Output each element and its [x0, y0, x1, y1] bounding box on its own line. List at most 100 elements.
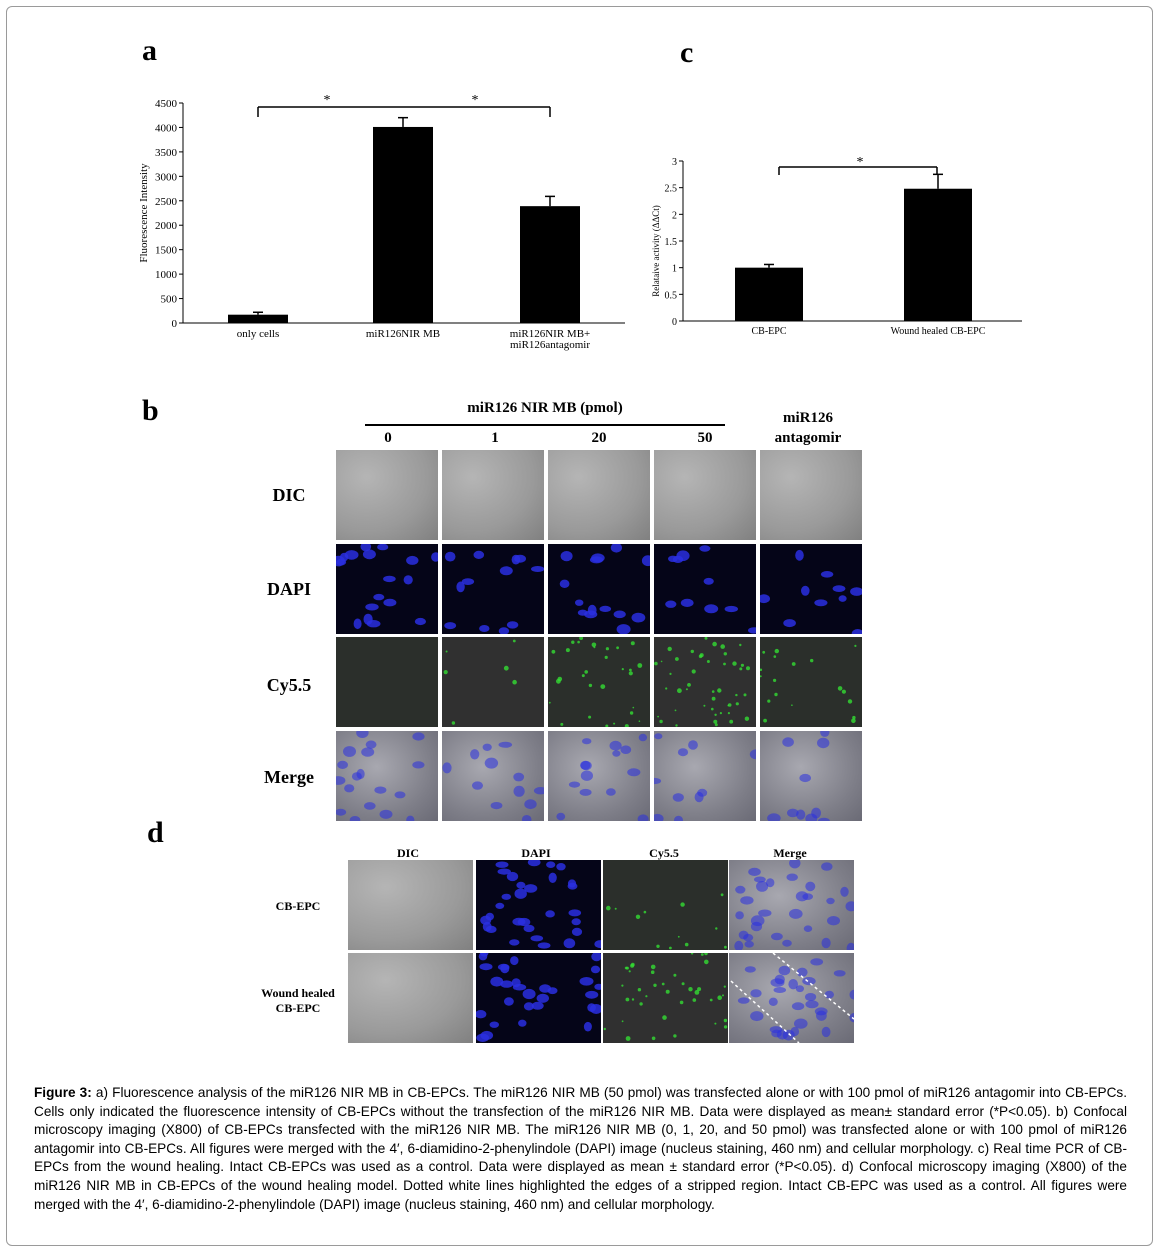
cy5-signal: [852, 715, 856, 720]
bar: [735, 267, 803, 321]
y-tick-label: 3000: [155, 171, 178, 183]
nucleus: [366, 620, 381, 628]
nucleus: [522, 988, 536, 1000]
cy5-signal: [637, 988, 642, 992]
caption-label: Figure 3:: [34, 1085, 92, 1100]
cy5-signal: [616, 646, 619, 650]
nucleus: [504, 997, 514, 1006]
tile-d-merge-0-content: [734, 860, 854, 950]
tile-b-dic-1: [442, 450, 544, 540]
panel-d-row-wound-healed: Wound healed CB-EPC: [246, 986, 350, 1016]
nucleus: [510, 956, 519, 966]
nucleus: [694, 791, 704, 803]
nucleus: [537, 942, 551, 949]
cy5-signal: [624, 724, 629, 727]
panel-b-col-20: 20: [591, 430, 607, 446]
cy5-signal: [735, 702, 739, 706]
tile-d-dic-1: [348, 953, 473, 1043]
cy5-signal: [548, 701, 551, 704]
x-tick-label: only cells: [237, 328, 279, 340]
cy5-signal: [665, 687, 668, 690]
nucleus: [377, 544, 389, 551]
nucleus: [365, 740, 377, 749]
panel-b-col-0: 0: [384, 430, 392, 446]
x-tick-label: Wound healed CB-EPC: [891, 326, 986, 337]
nucleus: [579, 788, 592, 796]
cy5-signal: [660, 660, 663, 663]
nucleus: [724, 605, 738, 613]
cy5-signal: [791, 704, 793, 706]
nucleus: [489, 1021, 499, 1028]
nucleus: [740, 896, 754, 905]
nucleus: [606, 788, 616, 796]
y-tick-label: 2500: [155, 196, 178, 208]
cy5-signal: [604, 655, 608, 659]
cy5-signal: [581, 674, 585, 678]
wound-row-line1: Wound healed: [261, 986, 335, 1000]
nucleus: [513, 772, 525, 782]
antagomir-header-line1: miR126: [783, 410, 833, 426]
nucleus: [349, 816, 361, 821]
cy5-signal: [717, 688, 722, 693]
cy5-signal: [732, 661, 737, 666]
nucleus: [501, 893, 512, 900]
tile-b-merge-0: [336, 731, 438, 821]
nucleus: [750, 1011, 764, 1022]
nucleus: [431, 552, 438, 562]
nucleus: [563, 938, 576, 949]
cy5-signal: [735, 693, 738, 697]
nucleus: [591, 953, 601, 962]
nucleus: [523, 924, 535, 933]
nucleus: [516, 881, 526, 889]
nucleus: [514, 554, 526, 563]
nucleus: [548, 872, 557, 883]
cy5-signal: [650, 964, 656, 970]
cy5-signal: [703, 704, 706, 707]
nucleus: [796, 967, 808, 977]
nucleus: [374, 786, 387, 794]
nucleus: [484, 757, 499, 769]
nucleus: [638, 733, 648, 742]
cy5-signal: [685, 688, 688, 691]
y-tick-label: 4000: [155, 122, 178, 134]
nucleus: [517, 917, 531, 927]
nucleus: [461, 578, 475, 585]
tile-b-dapi-0-content: [336, 544, 438, 630]
nucleus: [840, 886, 849, 897]
nucleus: [337, 760, 348, 769]
cy5-signal: [681, 982, 685, 986]
nucleus: [514, 888, 527, 899]
cy5-signal: [654, 661, 658, 666]
cy5-signal: [690, 953, 694, 955]
nucleus: [344, 784, 355, 793]
nucleus: [610, 544, 622, 553]
nucleus: [795, 985, 804, 993]
nucleus: [373, 593, 385, 601]
nucleus: [838, 595, 847, 602]
nucleus: [778, 965, 791, 976]
panel-b-group-header: miR126 NIR MB (pmol): [365, 400, 725, 426]
nucleus: [832, 585, 846, 592]
cy5-signal: [704, 959, 709, 965]
y-tick-label: 1000: [155, 269, 178, 281]
nucleus: [353, 618, 362, 630]
cy5-signal: [630, 963, 635, 968]
nucleus: [743, 933, 754, 942]
nucleus: [545, 910, 555, 918]
nucleus: [530, 935, 544, 942]
nucleus: [518, 1019, 527, 1027]
cy5-signal: [659, 719, 663, 724]
cy5-signal: [711, 690, 715, 693]
nucleus: [527, 860, 541, 867]
cy5-signal: [677, 688, 682, 694]
tile-d-dapi-1-content: [476, 953, 601, 1042]
cy5-signal: [715, 927, 718, 930]
nucleus: [748, 867, 761, 876]
nucleus: [620, 745, 632, 754]
cy5-signal: [624, 966, 628, 970]
cy5-signal: [643, 910, 647, 914]
nucleus: [821, 937, 831, 949]
cy5-signal: [679, 1000, 684, 1005]
x-tick-label: miR126NIR MB+ miR126antagomir: [510, 328, 591, 351]
tile-b-dic-3-content: [654, 450, 756, 540]
